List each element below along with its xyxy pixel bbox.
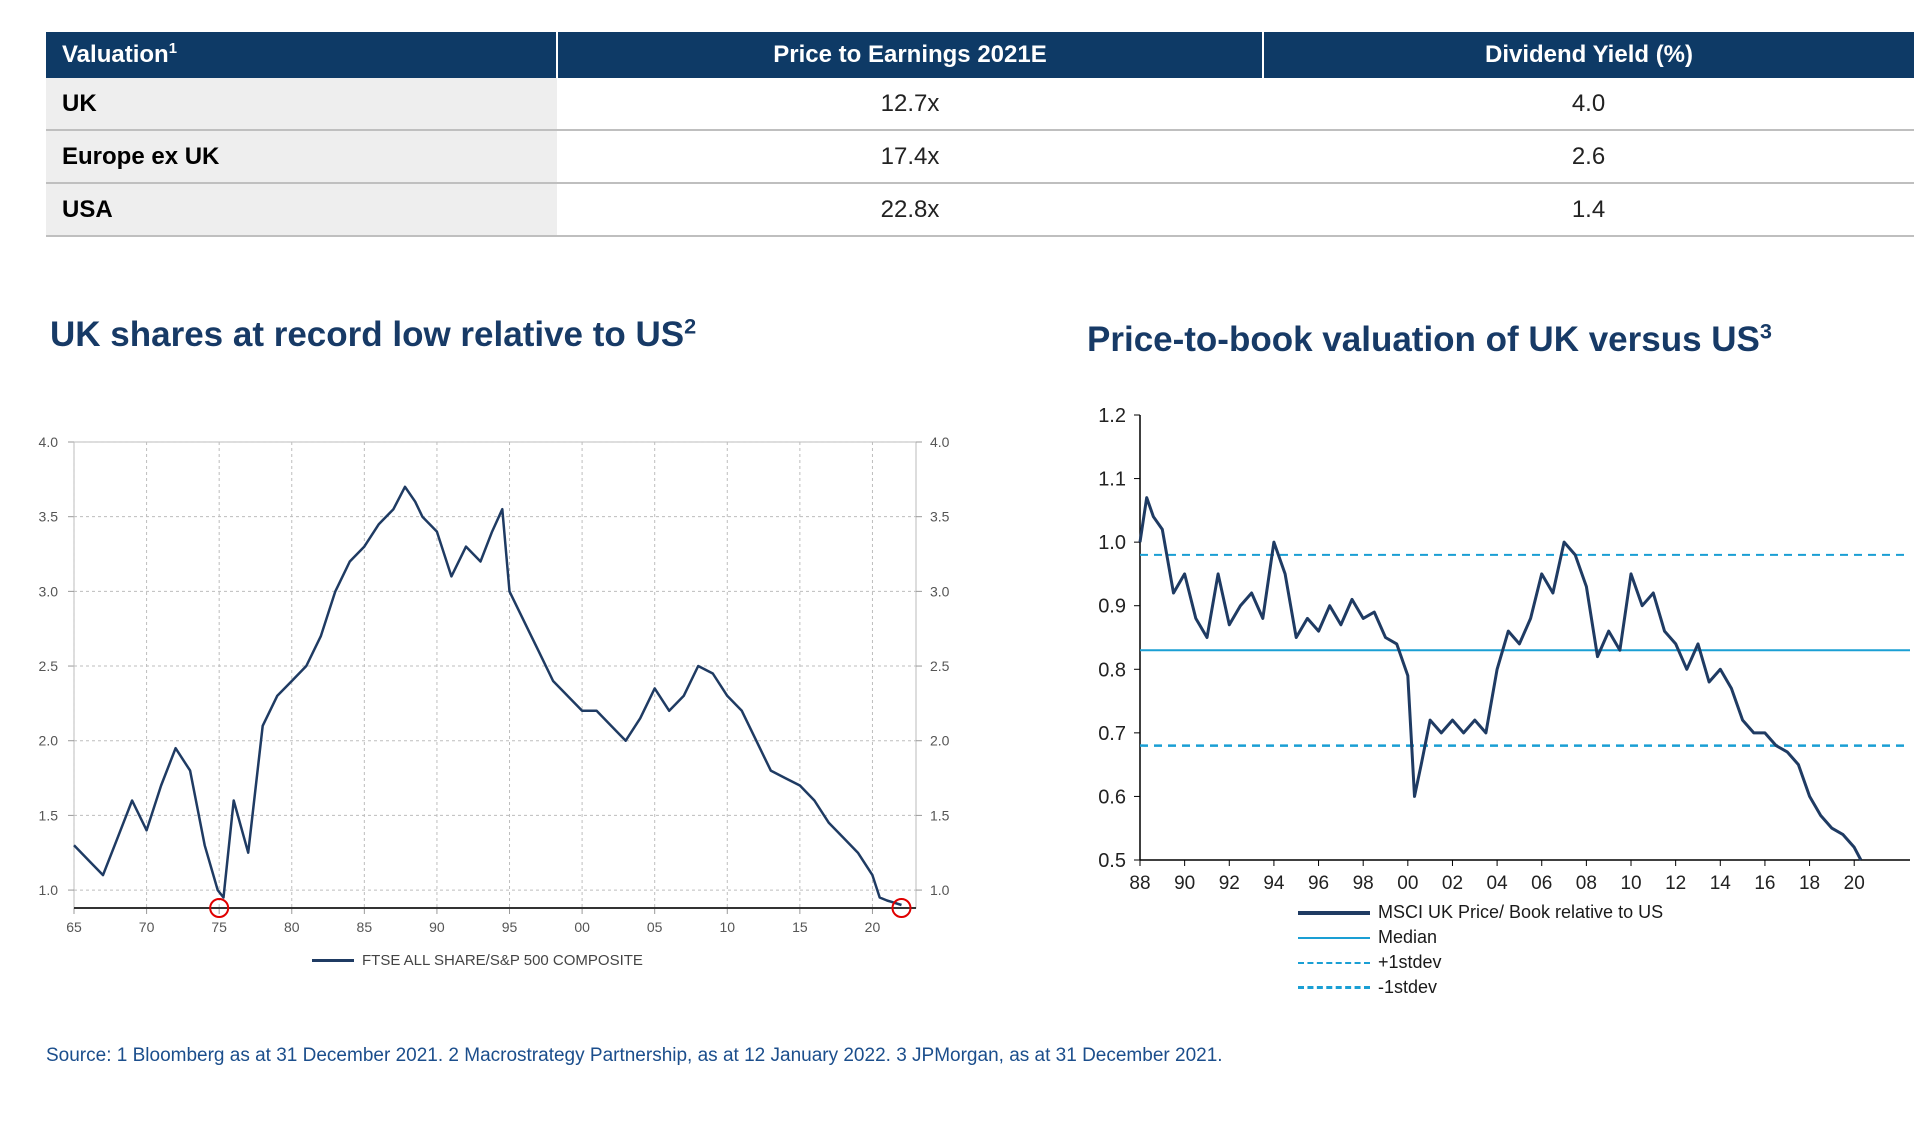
record-low-marker: [891, 898, 912, 918]
record-low-marker: [209, 898, 230, 918]
header-pe: Price to Earnings 2021E: [557, 32, 1264, 78]
legend-label: FTSE ALL SHARE/S&P 500 COMPOSITE: [362, 952, 643, 969]
y-tick-label-right: 2.5: [930, 658, 950, 674]
legend-swatch: [1298, 936, 1370, 939]
x-tick-label: 75: [211, 919, 227, 935]
y-tick-label: 1.5: [39, 807, 59, 823]
legend-label: Median: [1378, 927, 1438, 947]
right-chart-title: Price-to-book valuation of UK versus US3: [1087, 318, 1772, 359]
pe-cell: 12.7x: [557, 78, 1263, 131]
x-tick-label: 88: [1129, 873, 1150, 894]
y-tick-label-right: 3.0: [930, 583, 950, 599]
x-tick-label: 80: [284, 919, 300, 935]
x-tick-label: 90: [429, 919, 445, 935]
y-tick-label-right: 4.0: [930, 434, 950, 450]
y-tick-label-right: 2.0: [930, 733, 950, 749]
legend-label: +1stdev: [1378, 952, 1442, 972]
pe-cell: 22.8x: [557, 183, 1263, 237]
x-tick-label: 92: [1219, 873, 1240, 894]
y-tick-label: 0.9: [1098, 596, 1126, 618]
x-tick-label: 04: [1487, 873, 1509, 894]
x-tick-label: 20: [1844, 873, 1865, 894]
x-tick-label: 20: [865, 919, 881, 935]
dy-cell: 1.4: [1263, 183, 1914, 237]
y-tick-label: 4.0: [39, 434, 59, 450]
legend-swatch: [312, 959, 354, 962]
y-tick-label-right: 1.5: [930, 807, 950, 823]
row-label: UK: [46, 78, 557, 131]
legend-item-plus-stdev: +1stdev: [1298, 952, 1442, 973]
x-tick-label: 08: [1576, 873, 1597, 894]
x-tick-label: 02: [1442, 873, 1463, 894]
dy-cell: 4.0: [1263, 78, 1914, 131]
x-tick-label: 90: [1174, 873, 1195, 894]
x-tick-label: 70: [139, 919, 155, 935]
x-tick-label: 10: [1620, 873, 1641, 894]
table-header-row: Valuation1 Price to Earnings 2021E Divid…: [46, 32, 1914, 78]
series-line: [1138, 496, 1863, 861]
legend-item-main: MSCI UK Price/ Book relative to US: [1298, 902, 1663, 923]
left-chart-legend: FTSE ALL SHARE/S&P 500 COMPOSITE: [312, 952, 643, 969]
legend-item-minus-stdev: -1stdev: [1298, 977, 1437, 998]
legend-swatch: [1298, 910, 1370, 915]
x-tick-label: 05: [647, 919, 663, 935]
y-tick-label: 0.6: [1098, 786, 1126, 808]
table-row: Europe ex UK 17.4x 2.6: [46, 130, 1914, 184]
x-tick-label: 85: [357, 919, 373, 935]
x-tick-label: 94: [1263, 873, 1285, 894]
table-row: USA 22.8x 1.4: [46, 183, 1914, 237]
plot-frame: [73, 441, 917, 909]
price-to-book-chart: 0.5 0.6 0.7 0.8 0.9 1.0 1.1 1.2 88 90 92 94 96 98 00 02…: [1098, 405, 1910, 894]
y-tick-label: 0.5: [1098, 850, 1126, 872]
x-tick-label: 95: [502, 919, 518, 935]
y-tick-label: 2.0: [39, 733, 59, 749]
x-tick-label: 96: [1308, 873, 1329, 894]
y-tick-label: 0.7: [1098, 723, 1126, 745]
header-valuation: Valuation1: [46, 32, 558, 78]
pe-cell: 17.4x: [557, 130, 1263, 184]
dy-cell: 2.6: [1263, 130, 1914, 184]
source-note: Source: 1 Bloomberg as at 31 December 20…: [46, 1045, 1223, 1066]
legend-swatch: [1298, 961, 1370, 964]
y-tick-label: 2.5: [39, 658, 59, 674]
row-label: USA: [46, 183, 557, 237]
valuation-table: Valuation1 Price to Earnings 2021E Divid…: [46, 32, 1914, 237]
header-dividend-yield: Dividend Yield (%): [1263, 32, 1914, 78]
x-tick-label: 10: [719, 919, 735, 935]
x-tick-label: 00: [1397, 873, 1418, 894]
y-tick-label: 3.5: [39, 509, 59, 525]
series-line: [73, 485, 902, 907]
y-tick-label-right: 1.0: [930, 882, 950, 898]
y-tick-label: 1.0: [1098, 532, 1126, 554]
y-tick-label: 1.2: [1098, 405, 1126, 427]
row-label: Europe ex UK: [46, 130, 557, 184]
x-tick-label: 06: [1531, 873, 1552, 894]
x-tick-label: 98: [1353, 873, 1374, 894]
legend-swatch: [1298, 986, 1370, 989]
left-chart-title: UK shares at record low relative to US2: [50, 313, 697, 354]
x-tick-label: 14: [1710, 873, 1732, 894]
x-tick-label: 65: [66, 919, 82, 935]
x-tick-label: 18: [1799, 873, 1820, 894]
legend-label: MSCI UK Price/ Book relative to US: [1378, 902, 1664, 922]
ftse-sp500-relative-chart: 1.0 1.0 1.5 1.5 2.0 2.0 2.5 2.5 3.0 3.0 3.5 3.5 4.0 4…: [39, 434, 950, 935]
table-row: UK 12.7x 4.0: [46, 78, 1914, 131]
legend-label: -1stdev: [1378, 977, 1438, 997]
x-tick-label: 00: [574, 919, 590, 935]
y-tick-label: 0.8: [1098, 659, 1126, 681]
x-tick-label: 16: [1754, 873, 1775, 894]
x-tick-label: 15: [792, 919, 808, 935]
y-tick-label: 1.0: [39, 882, 59, 898]
y-tick-label: 3.0: [39, 583, 59, 599]
y-tick-label: 1.1: [1098, 469, 1126, 491]
legend-item-median: Median: [1298, 927, 1437, 948]
x-tick-label: 12: [1665, 873, 1686, 894]
y-tick-label-right: 3.5: [930, 509, 950, 525]
